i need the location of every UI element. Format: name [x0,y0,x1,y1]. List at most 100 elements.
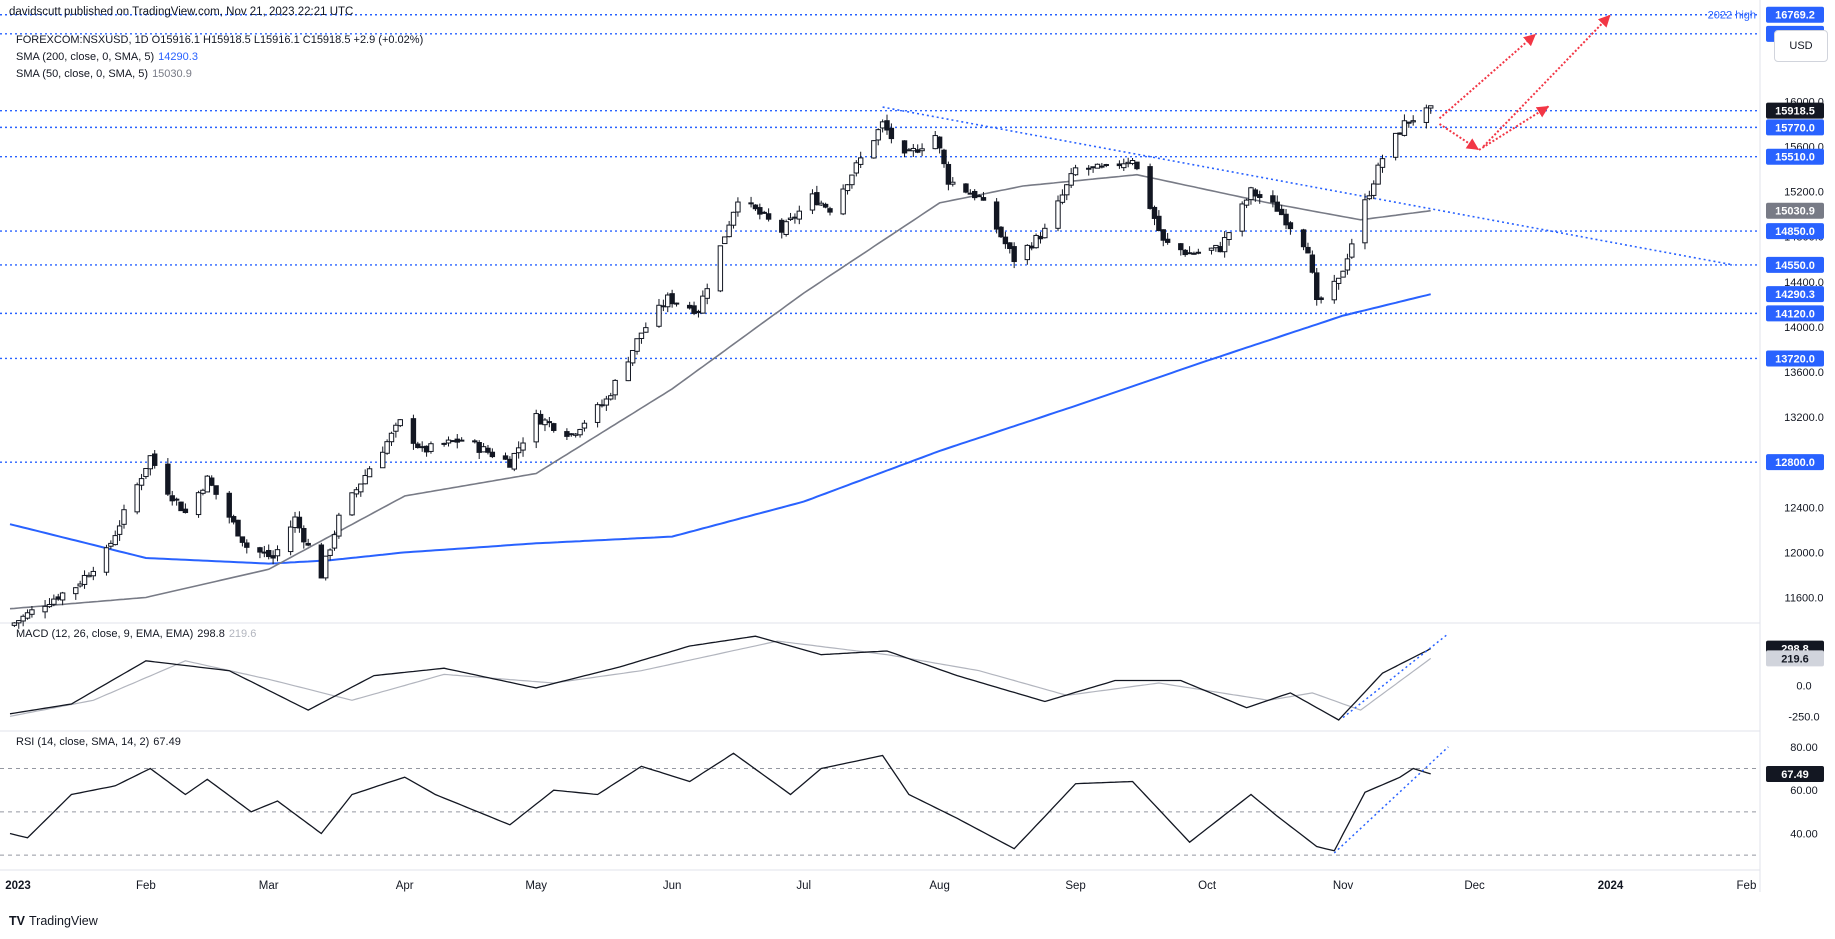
candle-body [358,483,364,493]
candle-body [16,620,22,624]
candle-body [1072,167,1079,176]
candle-body [458,439,465,442]
candle-body [502,455,509,460]
trendlines [882,106,1734,266]
candle-body [1305,246,1311,254]
signal-value-tag: 219.6 [1781,653,1809,665]
candle-body [1300,229,1307,248]
time-tick-label: Mar [259,880,279,892]
candle-body [533,413,539,443]
candle-body [910,147,917,152]
candle-body [998,226,1004,238]
candle-body [906,149,912,152]
candle-body [1287,222,1294,230]
candle-body [1186,252,1193,255]
candle-body [336,514,342,537]
level-label: 15770.0 [1775,122,1815,134]
candle-body [1349,243,1355,258]
price-tick-label: 12400.0 [1784,502,1824,514]
candle-body [542,419,548,426]
candle-body [1318,297,1324,300]
panel-separators [0,0,1761,892]
candle-body [665,294,671,308]
candle-body [787,217,794,221]
candle-body [1314,272,1320,301]
candle-body [59,592,66,601]
candle-body [1428,105,1434,109]
candle-body [301,528,307,543]
candle-body [827,208,833,213]
candle-body [1274,201,1280,212]
candle-body [388,432,395,443]
candle-body [849,174,855,186]
candle-body [581,422,588,429]
candle-body [818,202,824,206]
projection-arrow [1438,33,1537,120]
candle-body [888,127,895,140]
price-tick-label: 14400.0 [1784,277,1824,289]
level-label: 12800.0 [1775,457,1815,469]
candle-body [822,203,829,208]
macd-signal-value: 219.6 [228,628,257,640]
time-tick-label: Dec [1464,880,1485,892]
macd-legend[interactable]: MACD (12, 26, close, 9, EMA, EMA) 298.8 21… [16,628,256,640]
candle-body [182,508,189,514]
candle-body [1309,254,1316,273]
candle-body [1410,120,1416,123]
rsi-legend[interactable]: RSI (14, close, SMA, 14, 2) 67.49 [16,736,181,748]
candle-body [1011,246,1017,263]
candle-body [165,463,171,495]
candle-body [603,398,610,406]
candle-body [844,184,851,192]
candle-body [976,195,982,198]
time-tick-label: Oct [1198,880,1217,892]
rsi-value-tag-bg [1766,765,1824,782]
candle-body [1029,245,1035,249]
candle-body [577,428,583,436]
rsi-label: RSI (14, close, SMA, 14, 2) [16,736,150,748]
candle-body [331,534,338,549]
candle-body [20,615,26,622]
candle-body [1340,270,1346,278]
candle-body [875,129,881,141]
candle-body [226,492,232,518]
currency-button[interactable]: USD [1774,30,1828,62]
candle-body [419,446,425,449]
candle-body [599,404,605,407]
macd-tick-label: 0.0 [1796,680,1811,692]
candle-body [138,478,145,486]
descending-trendline [882,106,1734,266]
candle-body [1064,184,1070,196]
indicator-label-bg [1766,202,1824,219]
candle-body [691,305,697,314]
candle-body [564,431,570,437]
candle-body [730,211,737,226]
macd-label: MACD (12, 26, close, 9, EMA, EMA) [16,628,194,640]
candle-body [669,293,675,305]
time-tick-label: Feb [1737,880,1757,892]
candle-body [656,304,662,327]
sma50-legend[interactable]: SMA (50, close, 0, SMA, 5) 15030.9 [16,68,192,80]
candle-body [660,305,667,308]
rsi-tick-label: 80.00 [1790,742,1818,754]
symbol-legend[interactable]: FOREXCOM:NSXUSD, 1D O15916.1 H15918.5 L1… [16,34,423,46]
candle-body [783,221,789,235]
rsi-value: 67.49 [153,736,181,748]
candle-body [108,542,114,547]
sma200-legend[interactable]: SMA (200, close, 0, SMA, 5) 14290.3 [16,51,198,63]
candle-body [1257,194,1263,198]
tradingview-brand[interactable]: TV TradingView [9,914,98,928]
candle-body [722,236,728,245]
candle-body [1156,215,1162,232]
candle-body [1178,243,1184,251]
sma200-label: SMA (200, close, 0, SMA, 5) [16,51,155,63]
candle-body [305,542,311,546]
candle-body [1397,132,1403,135]
candle-body [213,485,219,495]
level-label: 14120.0 [1775,308,1815,320]
candle-body [638,332,645,339]
candle-body [914,149,921,153]
candle-body [568,433,574,436]
candle-body [257,547,263,553]
